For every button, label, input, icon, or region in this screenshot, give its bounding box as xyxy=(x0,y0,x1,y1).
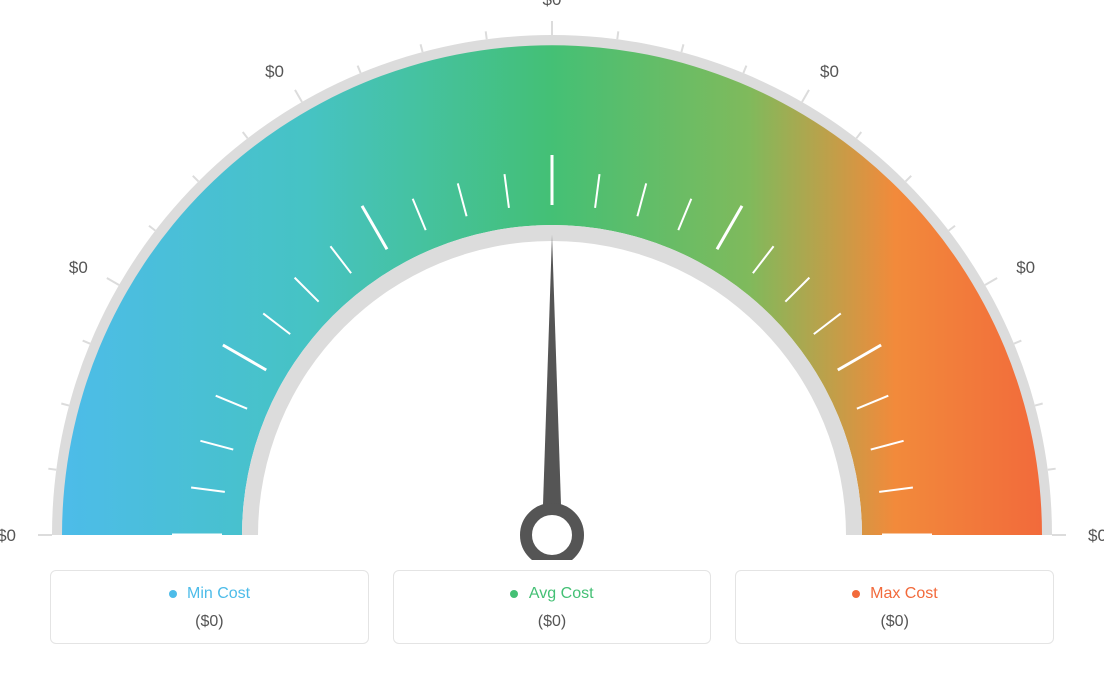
legend-label-max: Max Cost xyxy=(870,585,938,602)
legend-card-min: Min Cost ($0) xyxy=(50,570,369,644)
legend-card-avg: Avg Cost ($0) xyxy=(393,570,712,644)
svg-text:$0: $0 xyxy=(69,258,88,277)
svg-text:$0: $0 xyxy=(0,526,16,545)
legend-value-max: ($0) xyxy=(746,613,1043,631)
legend-row: Min Cost ($0) Avg Cost ($0) Max Cost ($0… xyxy=(25,570,1079,644)
svg-text:$0: $0 xyxy=(265,62,284,81)
legend-card-max: Max Cost ($0) xyxy=(735,570,1054,644)
legend-label-avg: Avg Cost xyxy=(529,585,594,602)
svg-text:$0: $0 xyxy=(1016,258,1035,277)
legend-value-min: ($0) xyxy=(61,613,358,631)
legend-dot-avg xyxy=(510,590,518,598)
legend-label-min: Min Cost xyxy=(187,585,250,602)
legend-value-avg: ($0) xyxy=(404,613,701,631)
gauge-chart: $0 $0 $0 $0 $0 $0 $0 xyxy=(0,0,1104,560)
svg-text:$0: $0 xyxy=(1088,526,1104,545)
gauge-svg: $0 $0 $0 $0 $0 $0 $0 xyxy=(0,0,1104,560)
legend-dot-max xyxy=(852,590,860,598)
svg-text:$0: $0 xyxy=(543,0,562,9)
legend-dot-min xyxy=(169,590,177,598)
svg-text:$0: $0 xyxy=(820,62,839,81)
